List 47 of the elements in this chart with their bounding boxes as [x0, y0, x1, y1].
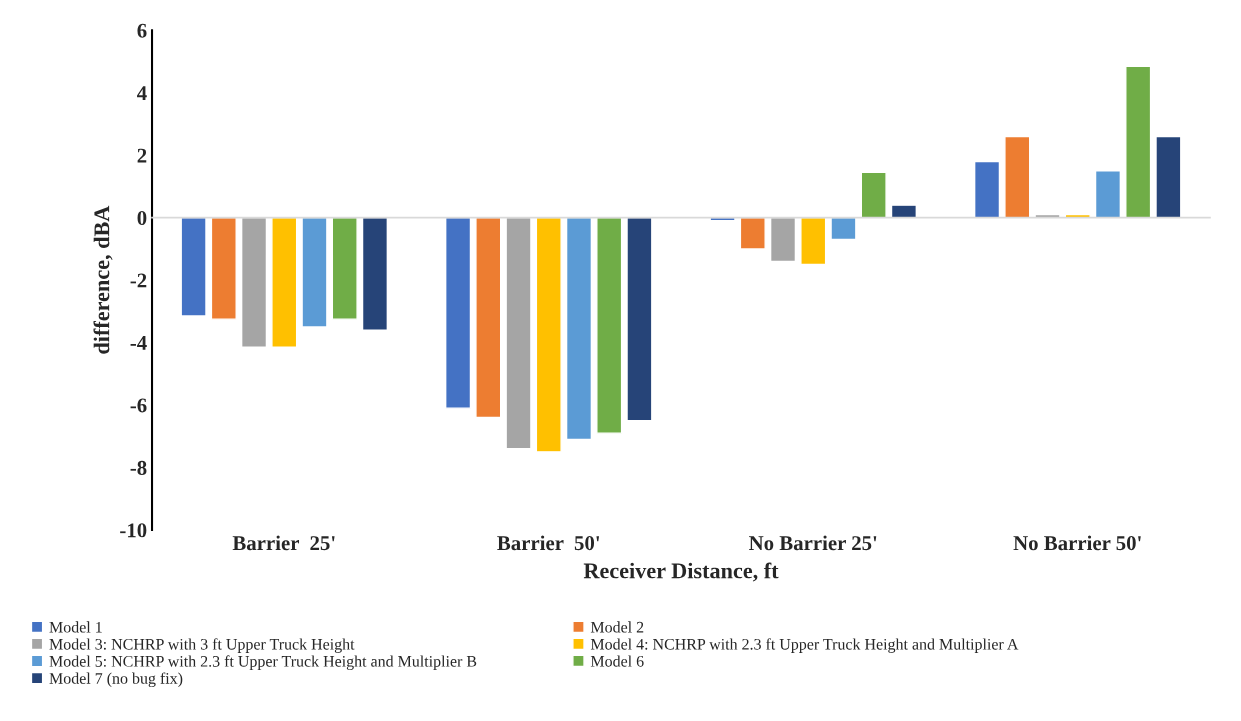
y-tick-label: -4	[130, 336, 147, 350]
bar	[331, 216, 358, 320]
bar	[361, 216, 389, 331]
bar	[769, 216, 797, 263]
x-tick-label: No Barrier 50'	[1013, 535, 1141, 551]
bar	[890, 204, 918, 219]
legend-label: Model 5: NCHRP with 2.3 ft Upper Truck Height and Multiplier B	[49, 655, 477, 671]
bar	[973, 160, 1001, 219]
x-tick-label: Barrier 50'	[497, 535, 600, 551]
bar	[596, 216, 623, 434]
bar	[505, 216, 532, 450]
legend-label: Model 3: NCHRP with 3 ft Upper Truck Height	[49, 638, 355, 653]
bar	[180, 216, 207, 317]
legend-label: Model 2	[590, 621, 644, 633]
bar	[240, 216, 268, 348]
x-tick-label: Barrier 25'	[232, 535, 335, 551]
legend-label: Model 1	[49, 621, 102, 633]
bar	[271, 216, 298, 348]
bar	[210, 216, 237, 320]
bar	[800, 216, 827, 266]
y-tick-label: 0	[137, 211, 147, 226]
y-tick-label: -6	[130, 398, 147, 413]
y-tick-label: 2	[137, 148, 147, 163]
legend-label: Model 7 (no bug fix)	[49, 672, 183, 688]
bar	[535, 216, 562, 453]
bar	[1155, 135, 1182, 219]
y-tick-label: -10	[120, 523, 147, 538]
bar	[739, 216, 766, 250]
y-axis-title: difference, dBA	[93, 205, 113, 354]
bar	[565, 216, 593, 441]
bar	[444, 216, 472, 409]
legend-label: Model 6	[590, 655, 644, 667]
bar	[860, 171, 887, 219]
x-axis-title: Receiver Distance, ft	[583, 562, 779, 582]
y-tick-label: 4	[137, 86, 147, 100]
bar	[301, 216, 328, 328]
bar	[1004, 135, 1031, 219]
y-tick-label: -2	[130, 273, 147, 288]
bar	[475, 216, 502, 419]
y-tick-label: -8	[130, 460, 147, 475]
y-tick-label: 6	[137, 23, 147, 38]
bar	[1125, 65, 1152, 219]
bar	[1094, 170, 1122, 219]
legend-label: Model 4: NCHRP with 2.3 ft Upper Truck Height and Multiplier A	[590, 638, 1019, 653]
x-tick-label: No Barrier 25'	[749, 535, 877, 551]
bar	[626, 216, 653, 422]
bar	[830, 216, 857, 241]
